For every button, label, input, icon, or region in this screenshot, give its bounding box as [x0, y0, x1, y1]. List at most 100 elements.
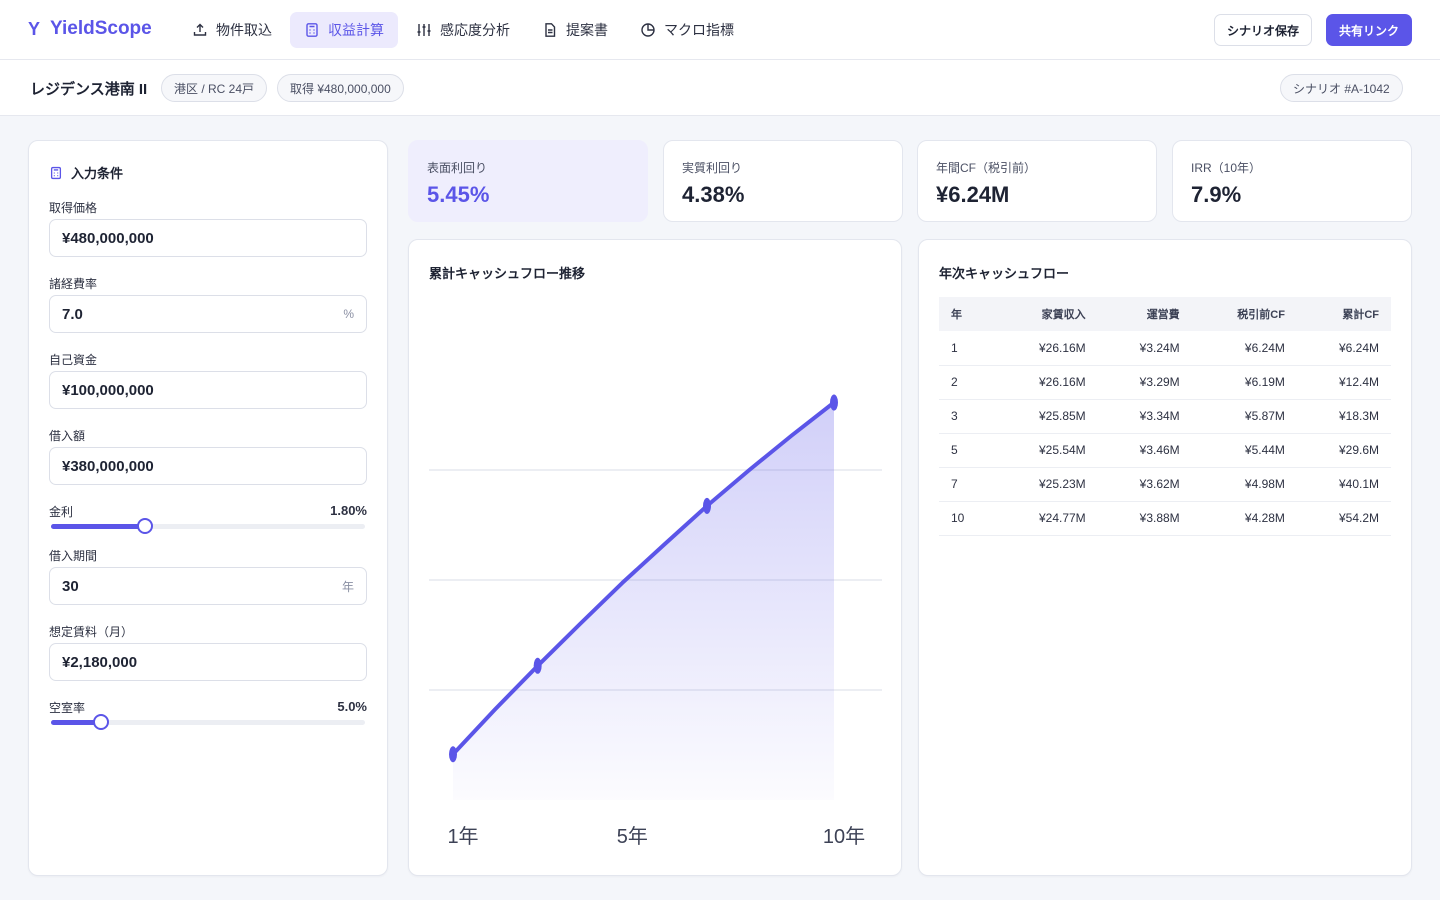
rate-label: 金利	[49, 505, 74, 519]
table-row[interactable]: 7 ¥25.23M ¥3.62M ¥4.98M ¥40.1M	[939, 467, 1391, 502]
term-unit: 年	[341, 579, 354, 594]
upload-icon	[193, 23, 207, 36]
app-name: YieldScope	[50, 18, 152, 39]
table-cell: ¥6.24M	[1296, 331, 1391, 366]
slider-thumb[interactable]	[137, 518, 154, 534]
pie-chart-icon	[641, 23, 655, 37]
loan-term-input[interactable]: 30 年	[49, 567, 367, 605]
rate-value: 1.80%	[330, 503, 367, 518]
table-row[interactable]: 2 ¥26.16M ¥3.29M ¥6.19M ¥12.4M	[939, 365, 1391, 400]
nav-label: 提案書	[566, 22, 608, 38]
annual-cf-table-wrap: 年 家賃収入 運営費 税引前CF 累計CF 1 ¥26.16M ¥3.24M ¥6.2…	[939, 297, 1391, 536]
table-cell: ¥24.77M	[993, 501, 1098, 536]
loan-label: 借入額	[49, 429, 86, 443]
cumulative-cf-chart: 1年 5年 10年	[429, 394, 882, 848]
kpi-value: 5.45%	[427, 182, 490, 207]
table-cell: ¥5.87M	[1191, 399, 1297, 434]
kpi-label: 年間CF（税引前）	[936, 161, 1036, 175]
cumulative-cf-chart-card: 累計キャッシュフロー推移 1年 5年 10年	[408, 239, 902, 876]
expense-value: 7.0	[62, 305, 83, 323]
location-chip: 港区 / RC 24戸	[161, 74, 268, 102]
table-cell: ¥25.54M	[993, 433, 1098, 468]
col-cumulative-cf[interactable]: 累計CF	[1342, 309, 1379, 321]
kpi-label: 実質利回り	[682, 161, 743, 175]
equity-label: 自己資金	[49, 353, 98, 367]
cf-area	[453, 402, 834, 800]
share-link-button[interactable]: 共有リンク	[1326, 14, 1412, 46]
acquisition-price-input[interactable]: ¥480,000,000	[49, 219, 367, 257]
table-cell: 2	[939, 365, 994, 400]
table-cell: 1	[939, 331, 994, 366]
table-cell: ¥40.1M	[1296, 467, 1391, 502]
table-row[interactable]: 10 ¥24.77M ¥3.88M ¥4.28M ¥54.2M	[939, 501, 1391, 536]
vacancy-label: 空室率	[49, 701, 86, 715]
col-rent-income[interactable]: 家賃収入	[1041, 309, 1086, 321]
data-point-year-1[interactable]	[449, 746, 457, 763]
vacancy-rate-slider[interactable]	[51, 714, 365, 730]
inputs-title-text: 入力条件	[71, 166, 124, 181]
slider-fill	[51, 720, 102, 725]
table-cell: ¥3.62M	[1097, 467, 1192, 502]
calculator-icon	[50, 166, 62, 179]
property-title: レジデンス港南 II	[30, 81, 148, 98]
kpi-value: 4.38%	[682, 182, 745, 207]
vacancy-value: 5.0%	[337, 699, 367, 714]
equity-value: ¥100,000,000	[62, 381, 154, 399]
table-cell: ¥6.24M	[1191, 331, 1297, 366]
main-nav: 物件取込 収益計算 感応度分析 提案書 マクロ指標	[178, 12, 748, 48]
loan-amount-input[interactable]: ¥380,000,000	[49, 447, 367, 485]
save-scenario-button[interactable]: シナリオ保存	[1214, 14, 1312, 46]
brand-logo[interactable]: Y YieldScope	[28, 18, 152, 40]
nav-item-import[interactable]: 物件取込	[178, 12, 286, 48]
vacancy-slider-header: 空室率 5.0%	[49, 699, 367, 716]
chart-title: 累計キャッシュフロー推移	[429, 266, 586, 281]
equity-input[interactable]: ¥100,000,000	[49, 371, 367, 409]
table-row[interactable]: 1 ¥26.16M ¥3.24M ¥6.24M ¥6.24M	[939, 331, 1391, 366]
property-bar: レジデンス港南 II 港区 / RC 24戸 取得 ¥480,000,000 シ…	[0, 60, 1440, 116]
col-year[interactable]: 年	[951, 309, 962, 321]
scenario-chip[interactable]: シナリオ #A-1042	[1280, 74, 1403, 102]
data-point-year-7[interactable]	[703, 497, 711, 514]
top-bar: Y YieldScope 物件取込 収益計算 感応度分析 提案書 マクロ指標 シ…	[0, 0, 1440, 60]
acquisition-label: 取得価格	[49, 201, 98, 215]
table-cell: ¥18.3M	[1296, 399, 1391, 434]
expense-rate-input[interactable]: 7.0 %	[49, 295, 367, 333]
loan-value: ¥380,000,000	[62, 457, 154, 475]
nav-item-sensitivity[interactable]: 感応度分析	[402, 12, 524, 48]
table-cell: ¥25.23M	[993, 467, 1098, 502]
table-cell: ¥3.34M	[1097, 399, 1192, 434]
x-tick-label: 1年	[447, 825, 478, 848]
slider-thumb[interactable]	[93, 714, 110, 730]
table-cell: ¥5.44M	[1191, 433, 1297, 468]
kpi-label: IRR（10年）	[1191, 161, 1262, 175]
table-cell: 7	[939, 467, 994, 502]
nav-label: マクロ指標	[664, 22, 734, 38]
data-point-year-3[interactable]	[533, 657, 542, 674]
document-icon	[545, 23, 556, 37]
nav-label: 収益計算	[328, 22, 384, 38]
table-cell: 10	[939, 501, 994, 536]
nav-item-proposal[interactable]: 提案書	[528, 12, 622, 48]
table-cell: ¥3.88M	[1097, 501, 1192, 536]
inputs-panel: 入力条件 取得価格 ¥480,000,000 諸経費率 7.0 % 自己資金 ¥…	[28, 140, 388, 876]
interest-rate-slider[interactable]	[51, 518, 365, 534]
kpi-value: 7.9%	[1191, 182, 1242, 207]
table-cell: ¥3.29M	[1097, 365, 1192, 400]
col-pretax-cf[interactable]: 税引前CF	[1237, 309, 1285, 321]
monthly-rent-input[interactable]: ¥2,180,000	[49, 643, 367, 681]
table-cell: ¥26.16M	[993, 365, 1098, 400]
table-row[interactable]: 5 ¥25.54M ¥3.46M ¥5.44M ¥29.6M	[939, 433, 1391, 468]
annual-cf-card: 年次キャッシュフロー 年 家賃収入 運営費 税引前CF 累計CF 1 ¥26.16…	[918, 239, 1412, 876]
table-cell: ¥4.28M	[1191, 501, 1297, 536]
nav-item-macro[interactable]: マクロ指標	[626, 12, 748, 48]
x-tick-label: 10年	[823, 825, 865, 848]
term-value: 30	[62, 577, 79, 595]
col-opex[interactable]: 運営費	[1146, 309, 1180, 321]
data-point-year-10[interactable]	[830, 394, 838, 411]
x-tick-label: 5年	[617, 825, 648, 848]
table-row[interactable]: 3 ¥25.85M ¥3.34M ¥5.87M ¥18.3M	[939, 399, 1391, 434]
expense-unit: %	[343, 307, 354, 321]
table-cell: ¥3.46M	[1097, 433, 1192, 468]
nav-item-yield-calc[interactable]: 収益計算	[290, 12, 398, 48]
rent-value: ¥2,180,000	[62, 653, 138, 671]
